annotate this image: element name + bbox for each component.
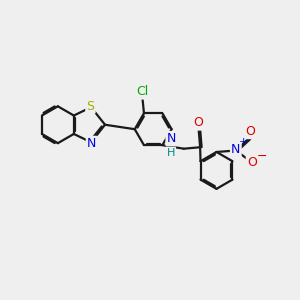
Text: O: O [194,116,204,129]
Text: S: S [86,100,94,112]
Text: N: N [87,137,96,150]
Text: N: N [167,132,176,145]
Text: +: + [239,137,248,147]
Text: O: O [247,157,257,169]
Text: −: − [257,150,267,163]
Text: O: O [245,125,255,138]
Text: N: N [231,143,241,156]
Text: Cl: Cl [136,85,148,98]
Text: H: H [167,148,175,158]
